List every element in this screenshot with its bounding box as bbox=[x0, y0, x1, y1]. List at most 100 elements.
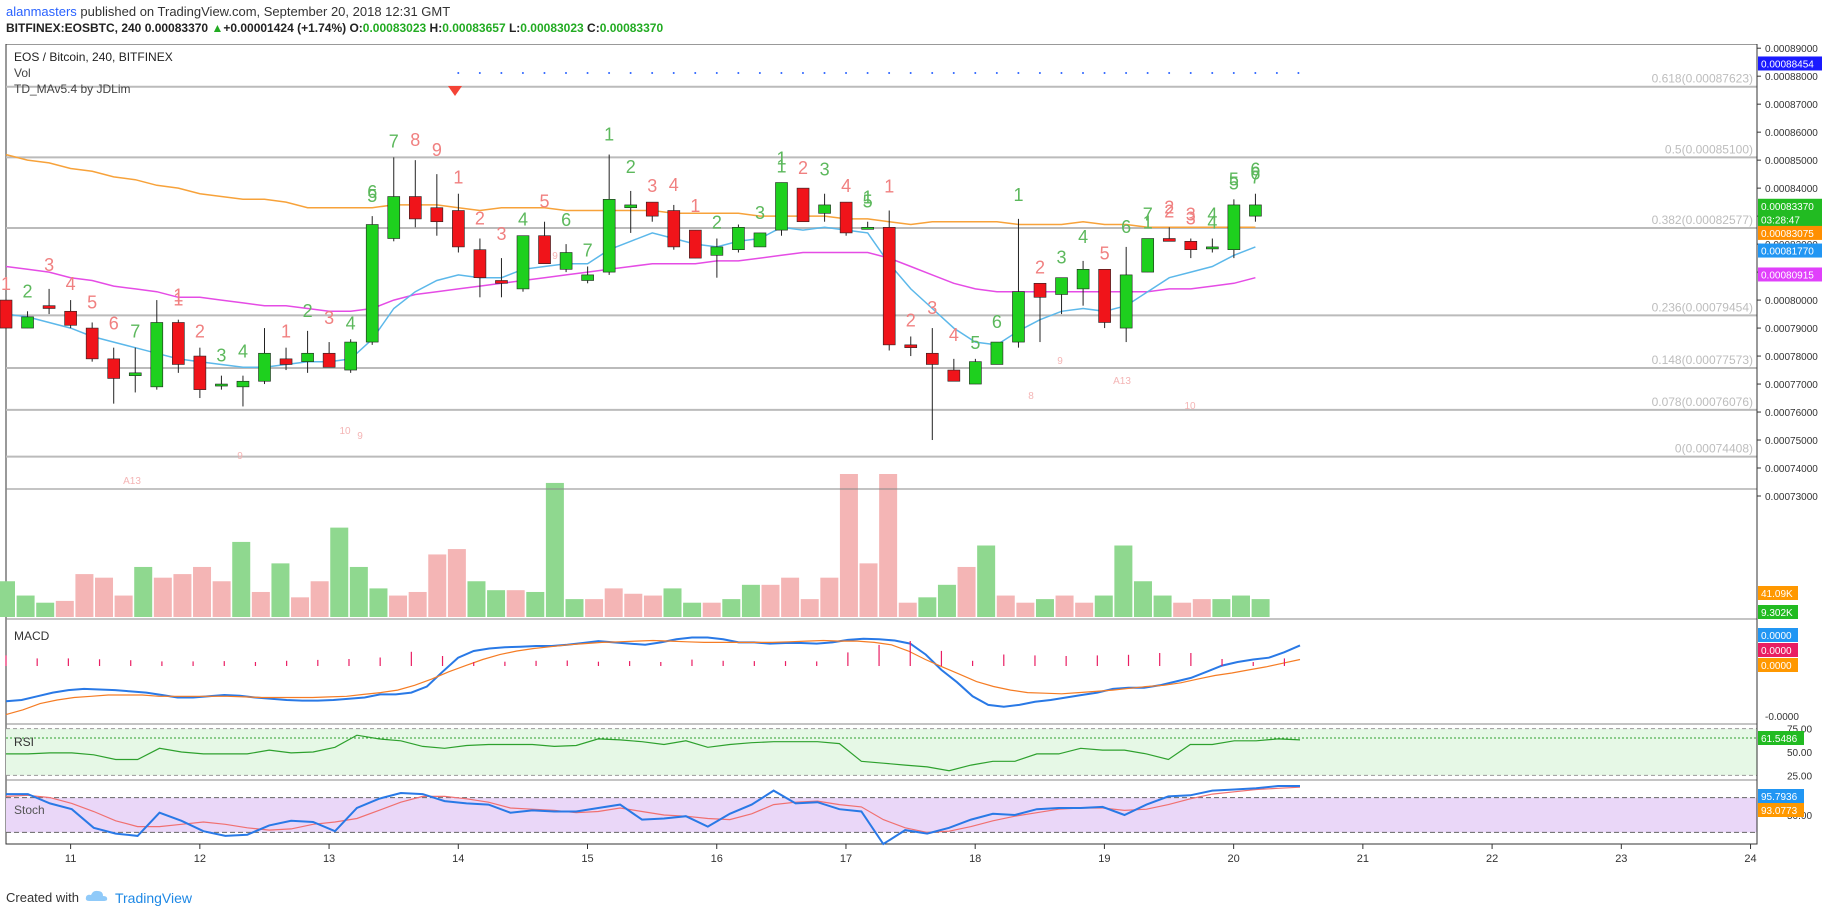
price-tag: 0.00081770 bbox=[1758, 243, 1822, 258]
candle-body bbox=[602, 199, 616, 273]
volume-bar bbox=[957, 566, 976, 617]
td-count-label: 4 bbox=[346, 313, 356, 333]
volume-bar bbox=[545, 482, 564, 617]
td-count-label: 1 bbox=[884, 177, 894, 197]
candle-body bbox=[732, 227, 745, 251]
candle bbox=[344, 339, 357, 373]
stoch-pane[interactable]: Stoch50.00 bbox=[5, 785, 1812, 846]
resistance-dot bbox=[1060, 72, 1063, 74]
publish-line: alanmasters published on TradingView.com… bbox=[6, 4, 450, 19]
rsi-line bbox=[6, 734, 1301, 772]
td-count-label: 3 bbox=[755, 203, 765, 223]
candle-body bbox=[710, 246, 724, 256]
volume-bar bbox=[683, 602, 702, 617]
volume-bar bbox=[291, 597, 310, 617]
resistance-dot bbox=[1297, 72, 1300, 74]
high-label: H: bbox=[429, 21, 443, 35]
candle bbox=[732, 224, 745, 253]
td-count-label: 4 bbox=[66, 274, 76, 294]
up-arrow-icon: ▲ bbox=[211, 21, 224, 35]
volume-bar bbox=[193, 566, 212, 617]
close-value: 0.00083370 bbox=[599, 21, 664, 35]
time-tick-label: 21 bbox=[1357, 853, 1369, 865]
td-count-label: 6 bbox=[992, 312, 1002, 332]
price-tick-label: 0.00075000 bbox=[1765, 436, 1818, 447]
td-count-label: 4 bbox=[1207, 213, 1217, 233]
fib-label: 0(0.00074408) bbox=[1675, 442, 1753, 456]
volume-bar bbox=[232, 541, 251, 617]
candle-body bbox=[279, 358, 293, 365]
volume-pane bbox=[0, 474, 1270, 617]
td-count-label: 1 bbox=[281, 322, 291, 342]
resistance-dot bbox=[758, 72, 761, 74]
candle-body bbox=[559, 252, 573, 270]
volume-bar bbox=[839, 474, 858, 617]
resistance-dot bbox=[478, 72, 481, 74]
candle bbox=[710, 238, 724, 278]
candle bbox=[0, 299, 13, 329]
candle bbox=[21, 311, 34, 329]
macd-tag-bg bbox=[1758, 628, 1798, 642]
time-tick-label: 17 bbox=[840, 853, 852, 865]
low-value: 0.00083023 bbox=[520, 21, 584, 35]
candle bbox=[861, 221, 874, 230]
main-pane[interactable]: 0.618(0.00087623) 0.5(0.00085100) 0.382(0.… bbox=[0, 72, 1757, 487]
candle-body bbox=[861, 227, 874, 230]
resistance-dot bbox=[1017, 72, 1020, 74]
resistance-dot bbox=[952, 72, 955, 74]
candle-body bbox=[408, 196, 422, 220]
price-tick-label: 0.00089000 bbox=[1765, 44, 1818, 55]
volume-bar bbox=[702, 602, 721, 617]
candle bbox=[430, 174, 444, 236]
td-annotation: 10 bbox=[1184, 401, 1196, 412]
resistance-dot bbox=[845, 72, 848, 74]
rsi-band bbox=[6, 728, 1757, 776]
price-tag-label: 0.00083075 bbox=[1761, 229, 1814, 240]
price-tick-label: 0.00088000 bbox=[1765, 72, 1818, 83]
candle bbox=[947, 358, 961, 382]
volume-bar bbox=[879, 474, 898, 617]
price-tag: 0.00083370 bbox=[1758, 198, 1822, 213]
candle-body bbox=[322, 352, 336, 368]
price-chart[interactable]: 0.618(0.00087623) 0.5(0.00085100) 0.382(0.… bbox=[0, 44, 1828, 889]
candle bbox=[559, 244, 573, 273]
resistance-dot bbox=[1038, 72, 1041, 74]
price-tick-label: 0.00079000 bbox=[1765, 324, 1818, 335]
candle-body bbox=[0, 299, 13, 329]
td-count-label: 3 bbox=[647, 176, 657, 196]
td-count-label: 2 bbox=[303, 301, 313, 321]
td-count-label: 4 bbox=[238, 342, 248, 362]
fib-label: 0.5(0.00085100) bbox=[1665, 142, 1753, 156]
candle-body bbox=[452, 210, 465, 248]
price-tag-bg bbox=[1758, 243, 1822, 258]
resistance-dot bbox=[1275, 72, 1278, 74]
candle-body bbox=[925, 352, 939, 365]
td-count-label: 2 bbox=[798, 158, 808, 178]
volume-bar bbox=[937, 584, 956, 617]
time-tick-label: 22 bbox=[1486, 853, 1498, 865]
tradingview-link[interactable]: TradingView bbox=[114, 889, 193, 906]
macd-pane[interactable]: MACD -0.0000 bbox=[5, 629, 1799, 723]
volume-tag-bg bbox=[1758, 605, 1798, 619]
macd-line bbox=[5, 636, 1301, 708]
volume-bar bbox=[781, 577, 800, 617]
candle bbox=[581, 266, 594, 284]
td-count-label: 5 bbox=[863, 192, 873, 212]
publisher-link[interactable]: alanmasters bbox=[6, 4, 77, 19]
td-count-label: 6 bbox=[367, 182, 377, 202]
candle bbox=[107, 347, 121, 404]
candle-body bbox=[21, 316, 34, 329]
price-tick-label: 0.00080000 bbox=[1765, 296, 1818, 307]
stoch-tag: 93.0773 bbox=[1758, 803, 1804, 817]
volume-bar bbox=[761, 584, 780, 617]
candle-body bbox=[1076, 268, 1090, 290]
resistance-dot bbox=[608, 72, 611, 74]
candle-body bbox=[387, 196, 401, 239]
candle bbox=[495, 258, 508, 298]
candle-body bbox=[495, 280, 508, 284]
fib-label: 0.382(0.00082577) bbox=[1652, 213, 1753, 227]
candle-body bbox=[473, 249, 487, 278]
rsi-pane[interactable]: RSI 75.00 50.00 25.00 bbox=[6, 725, 1812, 783]
symbol-label: BITFINEX:EOSBTC, 240 bbox=[6, 21, 142, 35]
volume-bar bbox=[349, 566, 368, 617]
